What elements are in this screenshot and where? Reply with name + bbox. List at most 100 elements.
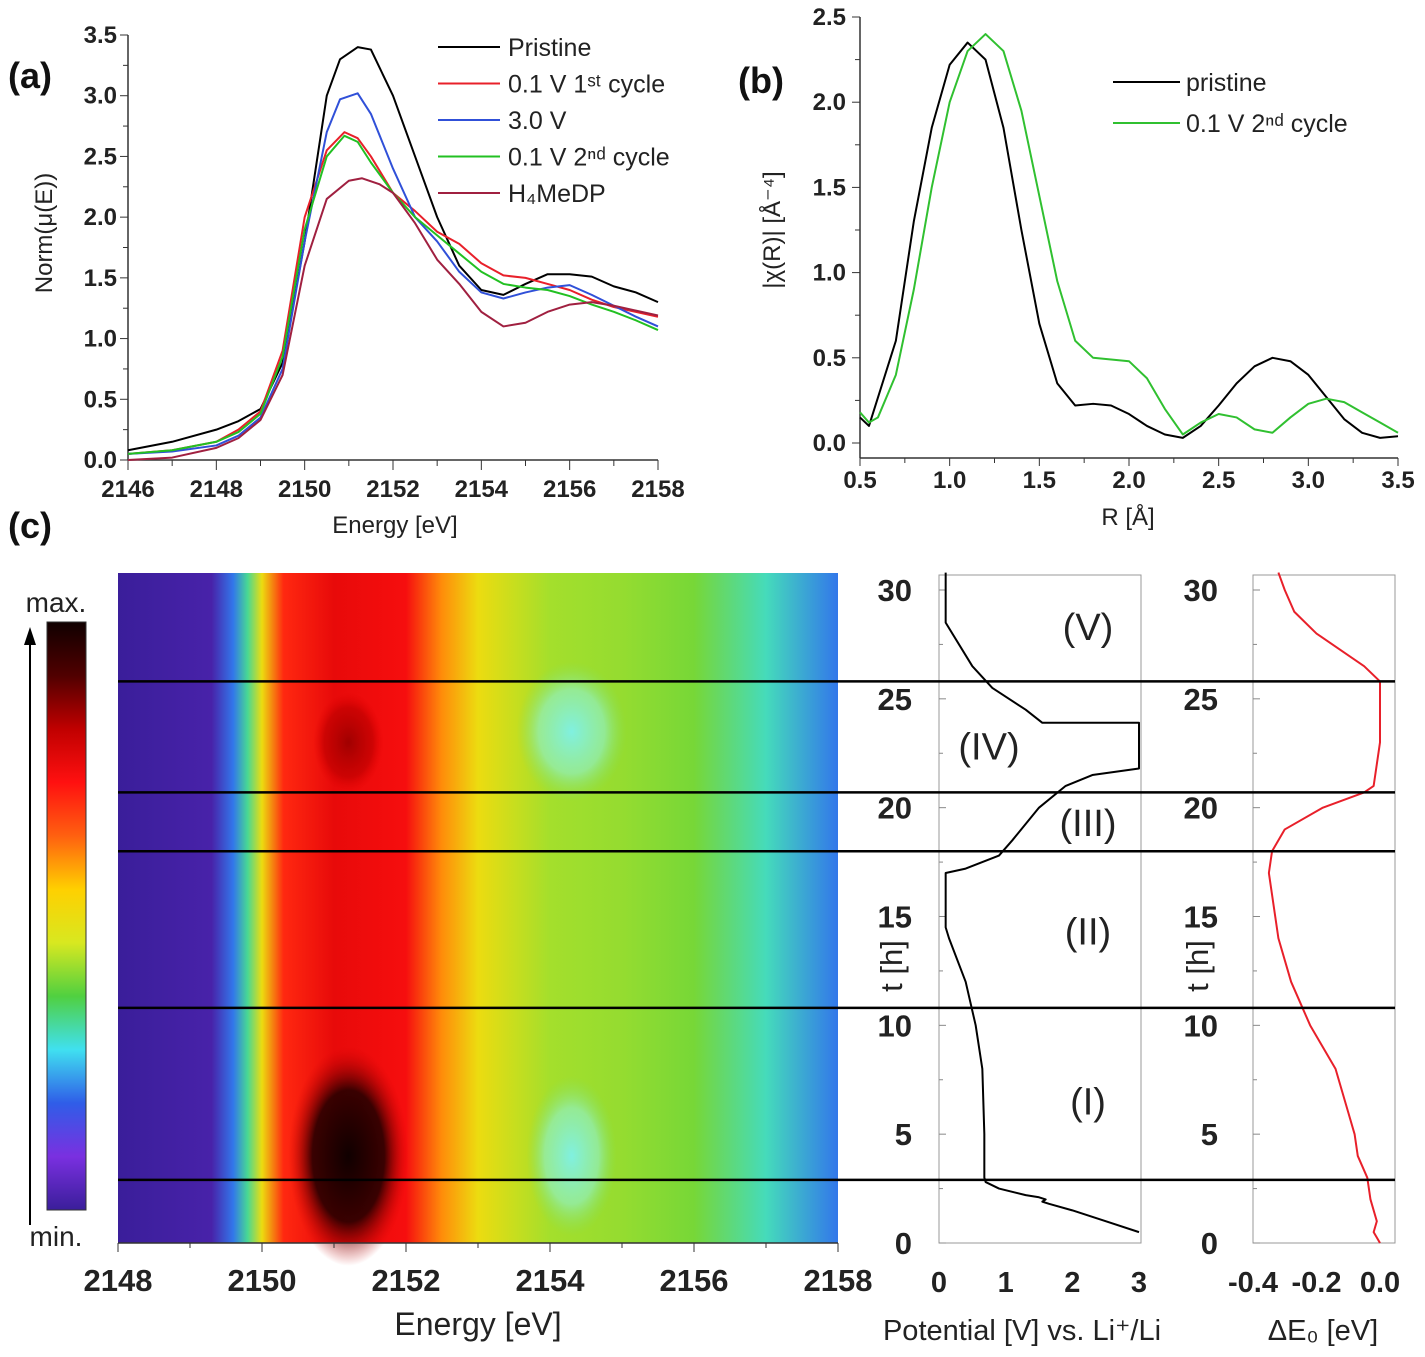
y-tick-label: 0 [895, 1226, 912, 1261]
x-tick-label: 0 [931, 1267, 947, 1299]
legend-label: Pristine [508, 34, 591, 62]
panel-c-heatmap: 2148 2150 2152 2154 2156 2158 Energy [eV] [84, 573, 873, 1342]
region-label: (III) [1060, 803, 1117, 845]
y-tick-label: 2.0 [813, 89, 846, 116]
region-label: (I) [1070, 1082, 1106, 1124]
series-line [1267, 572, 1381, 1244]
x-tick-label: 3.5 [1381, 467, 1414, 494]
y-axis-title: |χ(R)| [Å⁻⁴] [758, 171, 786, 288]
series-line [859, 41, 1399, 439]
plot-frame [1252, 574, 1396, 1244]
x-tick-label: 3.0 [1292, 467, 1325, 494]
series-line [127, 134, 659, 455]
x-tick-label: 2158 [804, 1263, 873, 1298]
heatmap-image [118, 573, 838, 1243]
legend-label: 0.1 V 2ⁿᵈ cycle [1186, 110, 1348, 138]
x-tick-label: 1.0 [933, 467, 966, 494]
colorbar: max. min. [24, 587, 87, 1252]
y-tick-label: 10 [878, 1008, 912, 1043]
heatmap-high-region [313, 692, 384, 793]
y-tick-label: 0.5 [84, 386, 117, 413]
panel-label-a: (a) [8, 55, 52, 96]
y-axis-title: Norm(μ(E)) [31, 173, 58, 293]
series-line [127, 46, 659, 452]
heatmap-low-region [526, 1075, 617, 1236]
colorbar-max-label: max. [26, 587, 87, 618]
y-tick-label: 2.5 [813, 4, 846, 31]
region-label: (II) [1065, 912, 1111, 954]
x-axis-title: R [Å] [1101, 503, 1154, 531]
panel-label-c: (c) [8, 505, 52, 546]
heatmap-low-region [516, 661, 627, 802]
y-tick-label: 20 [878, 791, 912, 826]
x-tick-label: 2148 [84, 1263, 153, 1298]
y-tick-label: 30 [878, 573, 912, 608]
legend-label: pristine [1186, 69, 1267, 97]
y-tick-label: 30 [1184, 573, 1218, 608]
x-axis-title: ΔE₀ [eV] [1268, 1315, 1378, 1347]
panel-a-xanes-plot: 2146 2148 2150 2152 2154 2156 2158 0.0 0.5 1.0 1.5… [31, 22, 685, 539]
x-tick-label: 2.5 [1202, 467, 1235, 494]
y-tick-label: 2.0 [84, 204, 117, 231]
y-tick-label: 1.0 [84, 326, 117, 353]
colorbar-gradient [46, 621, 87, 1211]
plot-frame [938, 574, 1142, 1244]
y-tick-label: 1.5 [84, 265, 117, 292]
y-tick-label: 0 [1201, 1226, 1218, 1261]
x-axis-title: Energy [eV] [332, 512, 457, 539]
panel-c-potential-plot: 0 5 10 15 20 25 30 t [h] 0 1 2 3 Potential [V] vs. L… [874, 572, 1161, 1347]
y-tick-label: 20 [1184, 791, 1218, 826]
x-tick-label: 2154 [516, 1263, 586, 1298]
y-tick-label: 5 [895, 1117, 912, 1152]
y-tick-label: 1.0 [813, 260, 846, 287]
legend-label: H₄MeDP [508, 180, 606, 208]
x-tick-label: 2150 [278, 476, 331, 503]
series-line [859, 33, 1399, 436]
y-axis-title: t [h] [874, 940, 909, 992]
series-line [127, 177, 659, 461]
panel-b-exafs-plot: 0.5 1.0 1.5 2.0 2.5 3.0 3.5 0.0 0.5 1.0 1.5 2.0 2.5 R… [758, 4, 1415, 531]
x-tick-label: 2146 [101, 476, 154, 503]
y-tick-label: 15 [878, 900, 912, 935]
series-line [944, 572, 1140, 1234]
x-tick-label: 0.5 [843, 467, 876, 494]
legend-label: 3.0 V [508, 107, 567, 135]
x-tick-label: -0.4 [1228, 1267, 1278, 1299]
x-tick-label: 2150 [228, 1263, 297, 1298]
x-tick-label: 2148 [190, 476, 243, 503]
x-tick-label: -0.2 [1292, 1267, 1342, 1299]
arrow-head-icon [24, 627, 36, 645]
y-tick-label: 5 [1201, 1117, 1218, 1152]
y-tick-label: 1.5 [813, 174, 846, 201]
x-axis-title: Potential [V] vs. Li⁺/Li [883, 1315, 1161, 1347]
x-tick-label: 0.0 [1360, 1267, 1400, 1299]
x-tick-label: 3 [1131, 1267, 1147, 1299]
x-tick-label: 2158 [631, 476, 684, 503]
x-tick-label: 1 [998, 1267, 1014, 1299]
y-tick-label: 25 [1184, 682, 1218, 717]
y-tick-label: 10 [1184, 1008, 1218, 1043]
panel-label-b: (b) [738, 60, 784, 101]
x-tick-label: 2 [1064, 1267, 1080, 1299]
y-axis-title: t [h] [1180, 940, 1215, 992]
region-lines: (I) (II) (III) (IV) (V) [118, 607, 1395, 1182]
y-tick-label: 0.0 [84, 447, 117, 474]
region-label: (V) [1063, 607, 1114, 649]
x-tick-label: 1.5 [1023, 467, 1056, 494]
x-axis-title: Energy [eV] [394, 1306, 561, 1342]
panel-c-deltaE0-plot: 0 5 10 15 20 25 30 t [h] -0.4 -0.2 0.0 ΔE₀ [eV] [1180, 572, 1400, 1347]
y-tick-label: 15 [1184, 900, 1218, 935]
x-tick-label: 2156 [543, 476, 596, 503]
x-tick-label: 2152 [372, 1263, 441, 1298]
legend-label: 0.1 V 1ˢᵗ cycle [508, 71, 665, 99]
y-tick-label: 2.5 [84, 143, 117, 170]
colorbar-min-label: min. [30, 1221, 83, 1252]
y-tick-label: 3.5 [84, 22, 117, 49]
y-tick-label: 25 [878, 682, 912, 717]
y-tick-label: 3.0 [84, 83, 117, 110]
y-tick-label: 0.0 [813, 430, 846, 457]
x-tick-label: 2154 [455, 476, 509, 503]
x-tick-label: 2.0 [1112, 467, 1145, 494]
series-line [127, 131, 659, 455]
